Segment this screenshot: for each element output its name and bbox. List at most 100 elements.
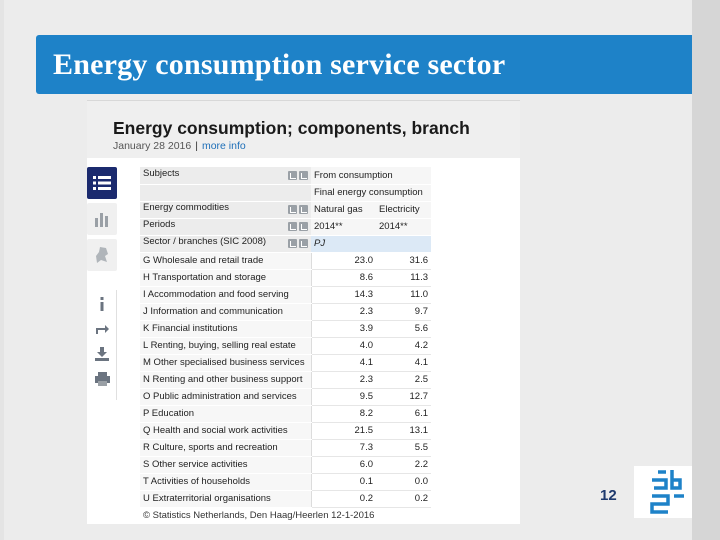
dimension-controls[interactable] xyxy=(286,170,308,183)
branch-label: G Wholesale and retail trade xyxy=(140,252,312,270)
natural-gas-value: 21.5 xyxy=(311,422,376,440)
table-row: I Accommodation and food serving 14.3 11.0 xyxy=(140,286,431,304)
right-strip xyxy=(692,0,720,540)
statline-header: Energy consumption; components, branch J… xyxy=(87,100,520,158)
table-row: T Activities of households 0.1 0.0 xyxy=(140,473,431,491)
table-row: R Culture, sports and recreation 7.3 5.5 xyxy=(140,439,431,457)
electricity-value: 13.1 xyxy=(376,422,431,440)
header-row: Subjects From consumption xyxy=(140,167,431,185)
download-icon xyxy=(95,347,109,361)
natural-gas-value: 4.1 xyxy=(311,354,376,372)
header-label-text: Energy commodities xyxy=(143,202,230,213)
map-view-button[interactable] xyxy=(87,239,117,271)
table-row: K Financial institutions 3.9 5.6 xyxy=(140,320,431,338)
header-row-label[interactable]: Subjects xyxy=(140,167,311,185)
header-cell: From consumption xyxy=(311,167,431,185)
cbs-logo-icon xyxy=(650,470,684,514)
header-cell: Final energy consumption xyxy=(311,184,431,202)
header-row-label[interactable]: Sector / branches (SIC 2008) xyxy=(140,235,311,253)
tool-column xyxy=(87,290,117,400)
slide-title-bar: Energy consumption service sector xyxy=(36,35,692,94)
natural-gas-value: 23.0 xyxy=(311,252,376,270)
page-number: 12 xyxy=(600,487,617,504)
dimension-controls[interactable] xyxy=(286,205,308,217)
electricity-value: 31.6 xyxy=(376,252,431,270)
map-icon xyxy=(96,247,108,263)
electricity-value: 0.2 xyxy=(376,490,431,508)
statline-screenshot: Energy consumption; components, branch J… xyxy=(87,100,520,524)
table-row: G Wholesale and retail trade 23.0 31.6 xyxy=(140,252,431,270)
natural-gas-value: 4.0 xyxy=(311,337,376,355)
natural-gas-value: 2.3 xyxy=(311,371,376,389)
natural-gas-value: 8.2 xyxy=(311,405,376,423)
header-cell: 2014** xyxy=(376,218,431,236)
natural-gas-value: 2.3 xyxy=(311,303,376,321)
download-button[interactable] xyxy=(94,346,110,362)
header-cell: 2014** xyxy=(311,218,376,236)
table-row: N Renting and other business support 2.3 2… xyxy=(140,371,431,389)
header-row: Final energy consumption xyxy=(140,184,431,202)
move-down-icon[interactable] xyxy=(299,222,308,231)
natural-gas-value: 0.2 xyxy=(311,490,376,508)
table-view-button[interactable] xyxy=(87,167,117,199)
expand-icon[interactable] xyxy=(288,170,297,180)
electricity-value: 5.5 xyxy=(376,439,431,457)
copyright-footer: © Statistics Netherlands, Den Haag/Heerl… xyxy=(143,510,375,521)
statline-table: Subjects From consumption Final energy con… xyxy=(140,167,431,508)
table-row: Q Health and social work activities 21.5 1… xyxy=(140,422,431,440)
slide-title: Energy consumption service sector xyxy=(53,47,506,81)
electricity-value: 11.0 xyxy=(376,286,431,304)
left-edge xyxy=(0,0,4,540)
expand-icon[interactable] xyxy=(288,222,297,231)
natural-gas-value: 6.0 xyxy=(311,456,376,474)
chart-icon xyxy=(95,213,108,227)
header-cell xyxy=(376,235,431,253)
expand-icon[interactable] xyxy=(288,239,297,248)
electricity-value: 6.1 xyxy=(376,405,431,423)
move-down-icon[interactable] xyxy=(299,170,308,180)
header-cell: PJ xyxy=(311,235,376,253)
header-row-label[interactable] xyxy=(140,184,311,202)
branch-label: L Renting, buying, selling real estate xyxy=(140,337,312,355)
print-icon xyxy=(94,372,110,386)
info-button[interactable] xyxy=(94,296,110,312)
branch-label: O Public administration and services xyxy=(140,388,312,406)
share-icon xyxy=(95,325,109,334)
dimension-controls[interactable] xyxy=(286,222,308,234)
table-row: P Education 8.2 6.1 xyxy=(140,405,431,423)
branch-label: R Culture, sports and recreation xyxy=(140,439,312,457)
expand-icon[interactable] xyxy=(288,205,297,214)
natural-gas-value: 8.6 xyxy=(311,269,376,287)
branch-label: K Financial institutions xyxy=(140,320,312,338)
branch-label: N Renting and other business support xyxy=(140,371,312,389)
table-row: J Information and communication 2.3 9.7 xyxy=(140,303,431,321)
table-row: M Other specialised business services 4.1… xyxy=(140,354,431,372)
table-icon xyxy=(93,176,111,190)
electricity-value: 4.1 xyxy=(376,354,431,372)
more-info-link[interactable]: more info xyxy=(201,140,246,152)
branch-label: I Accommodation and food serving xyxy=(140,286,312,304)
natural-gas-value: 3.9 xyxy=(311,320,376,338)
header-label-text: Periods xyxy=(143,219,176,230)
header-row-label[interactable]: Energy commodities xyxy=(140,201,311,219)
move-down-icon[interactable] xyxy=(299,205,308,214)
info-icon xyxy=(100,297,104,311)
move-down-icon[interactable] xyxy=(299,239,308,248)
table-row: O Public administration and services 9.5 1… xyxy=(140,388,431,406)
chart-view-button[interactable] xyxy=(87,203,117,235)
header-row: Sector / branches (SIC 2008) PJ xyxy=(140,235,431,253)
statline-subtitle: January 28 2016 | more info xyxy=(113,140,246,152)
natural-gas-value: 14.3 xyxy=(311,286,376,304)
table-row: H Transportation and storage 8.6 11.3 xyxy=(140,269,431,287)
header-cell: Electricity xyxy=(376,201,431,219)
electricity-value: 12.7 xyxy=(376,388,431,406)
branch-label: H Transportation and storage xyxy=(140,269,312,287)
dimension-controls[interactable] xyxy=(286,239,308,251)
share-button[interactable] xyxy=(94,321,110,337)
header-row-label[interactable]: Periods xyxy=(140,218,311,236)
print-button[interactable] xyxy=(94,371,110,387)
electricity-value: 2.2 xyxy=(376,456,431,474)
branch-label: J Information and communication xyxy=(140,303,312,321)
branch-label: M Other specialised business services xyxy=(140,354,312,372)
header-cell: Natural gas xyxy=(311,201,376,219)
